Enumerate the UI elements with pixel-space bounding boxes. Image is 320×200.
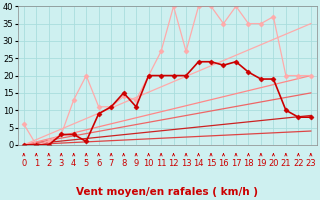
X-axis label: Vent moyen/en rafales ( km/h ): Vent moyen/en rafales ( km/h ) [76, 187, 258, 197]
